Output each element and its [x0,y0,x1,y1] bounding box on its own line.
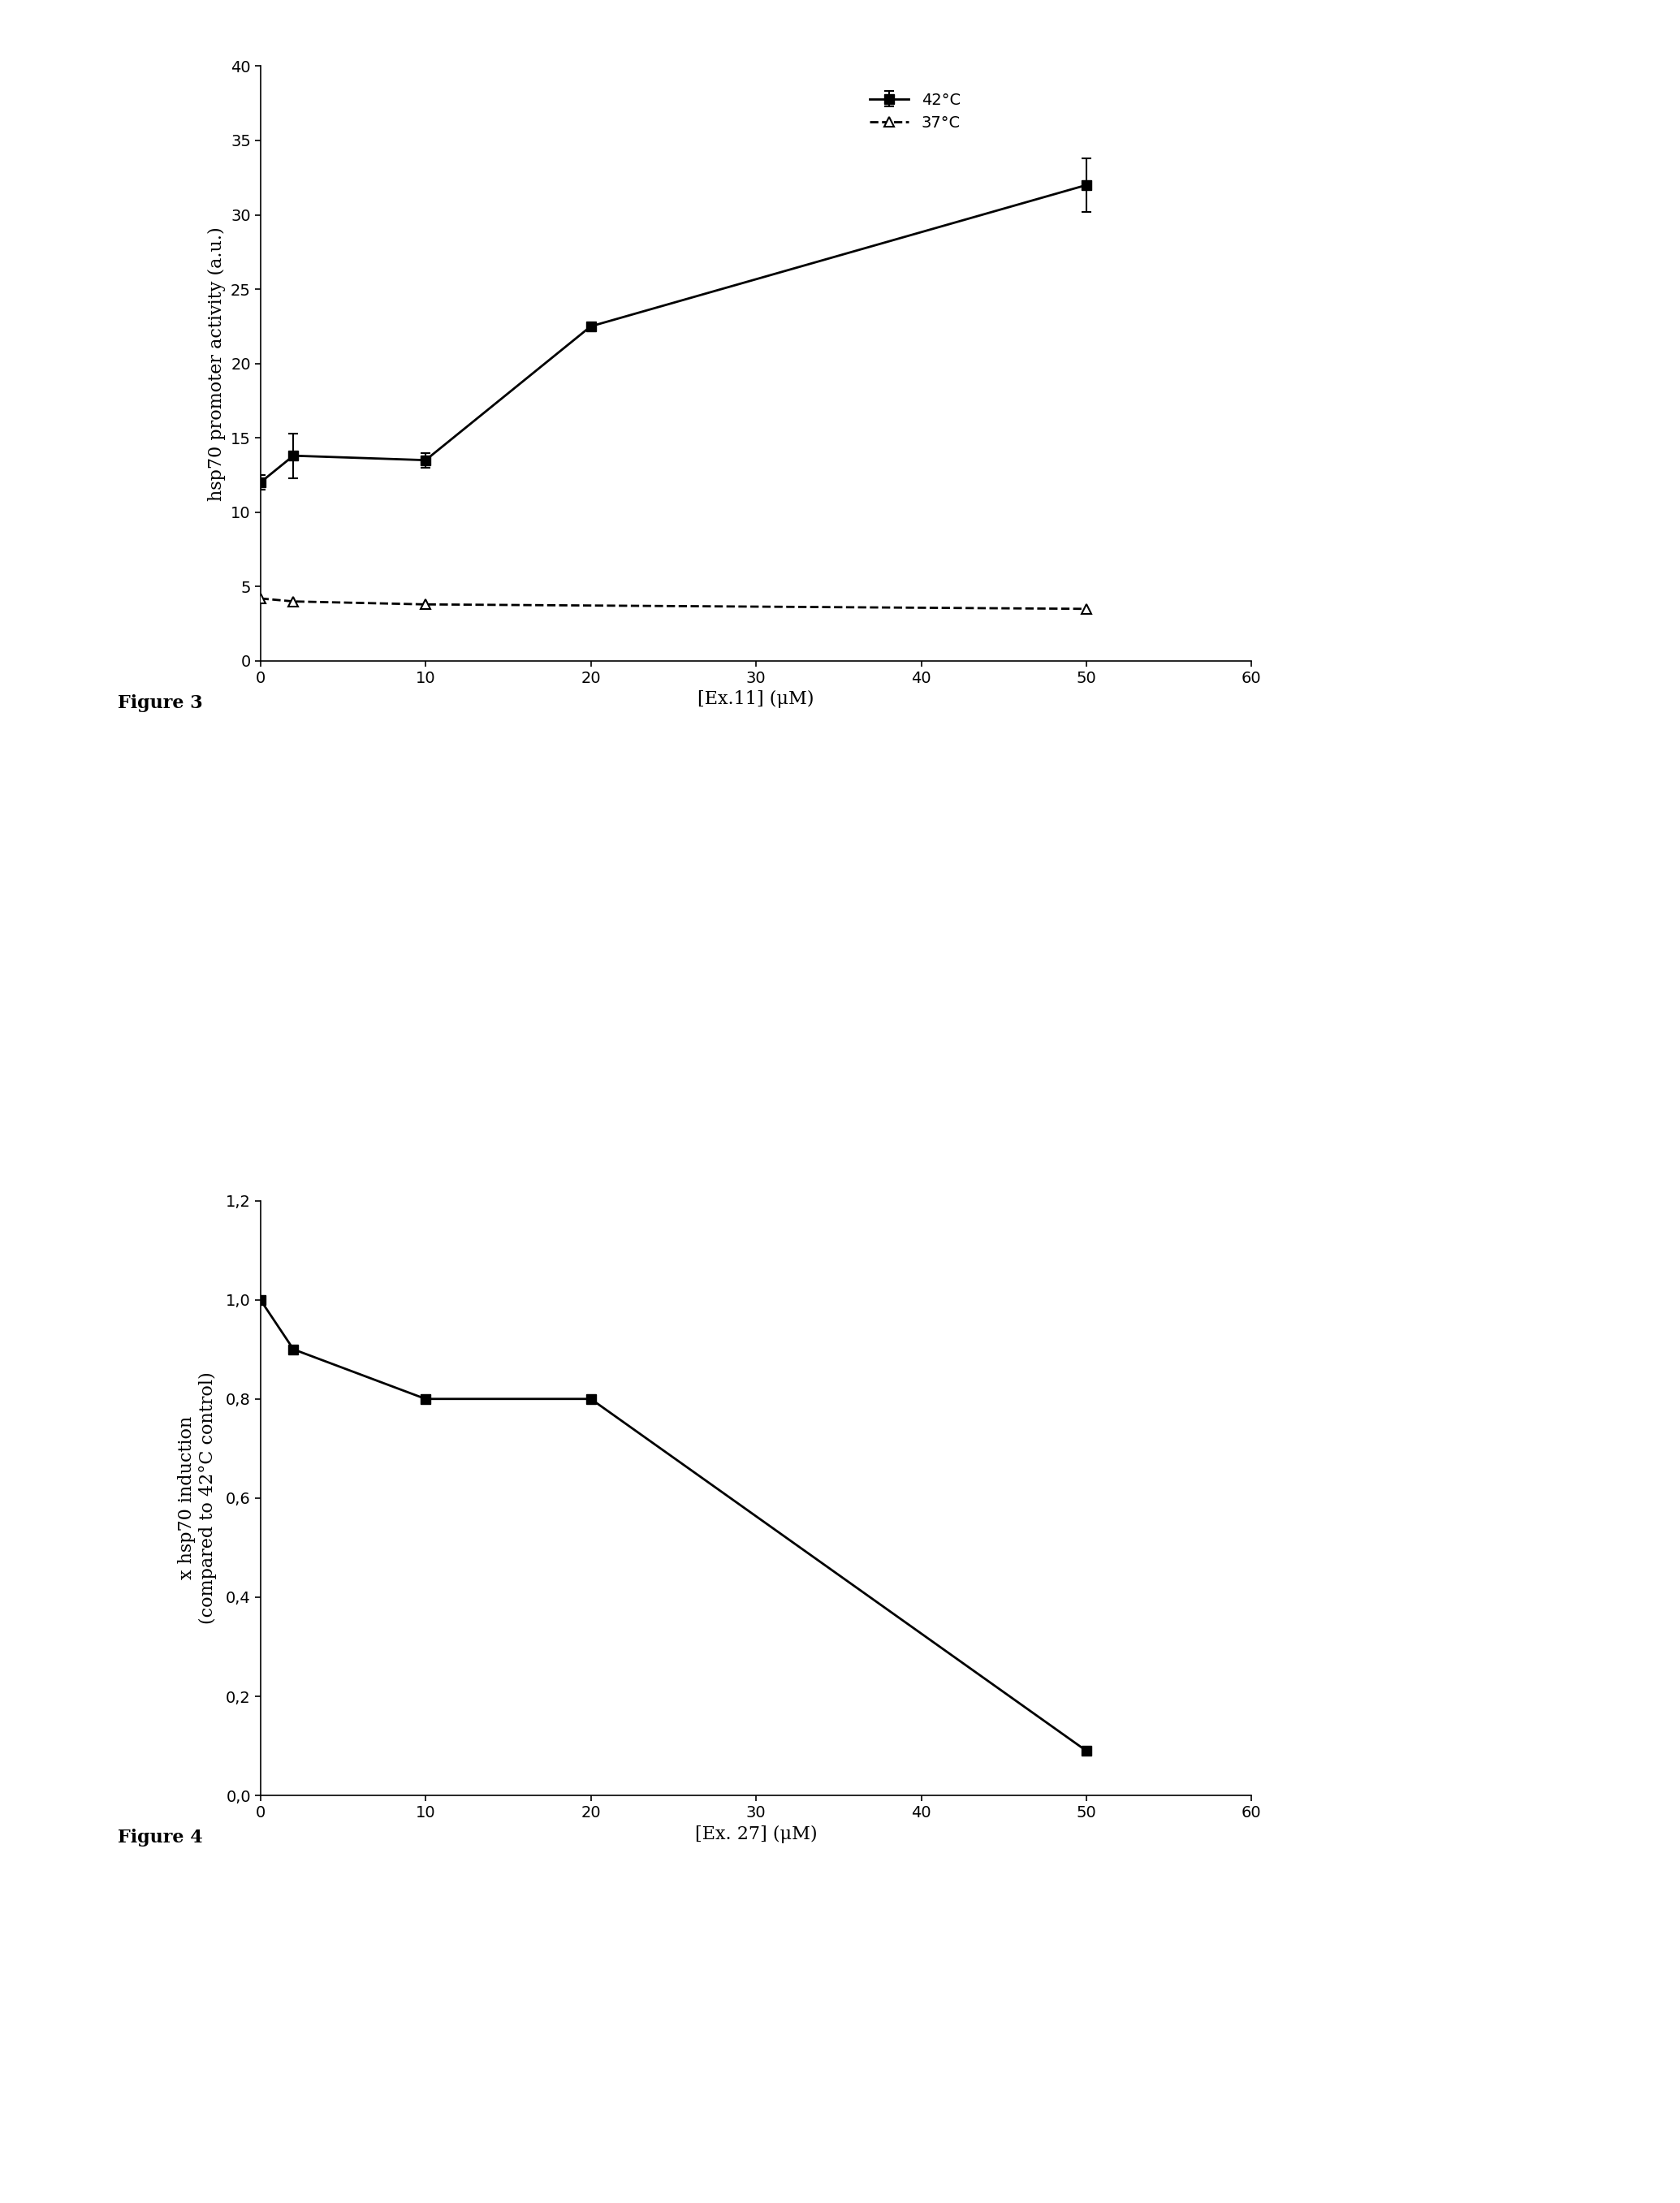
Y-axis label: x hsp70 induction
(compared to 42°C control): x hsp70 induction (compared to 42°C cont… [178,1372,217,1624]
X-axis label: [Ex.11] (μM): [Ex.11] (μM) [697,690,815,709]
Legend: 42°C, 37°C: 42°C, 37°C [864,86,966,137]
Y-axis label: hsp70 promoter activity (a.u.): hsp70 promoter activity (a.u.) [208,227,227,500]
X-axis label: [Ex. 27] (μM): [Ex. 27] (μM) [696,1824,816,1844]
Text: Figure 3: Figure 3 [118,694,203,712]
Text: Figure 4: Figure 4 [118,1828,203,1846]
